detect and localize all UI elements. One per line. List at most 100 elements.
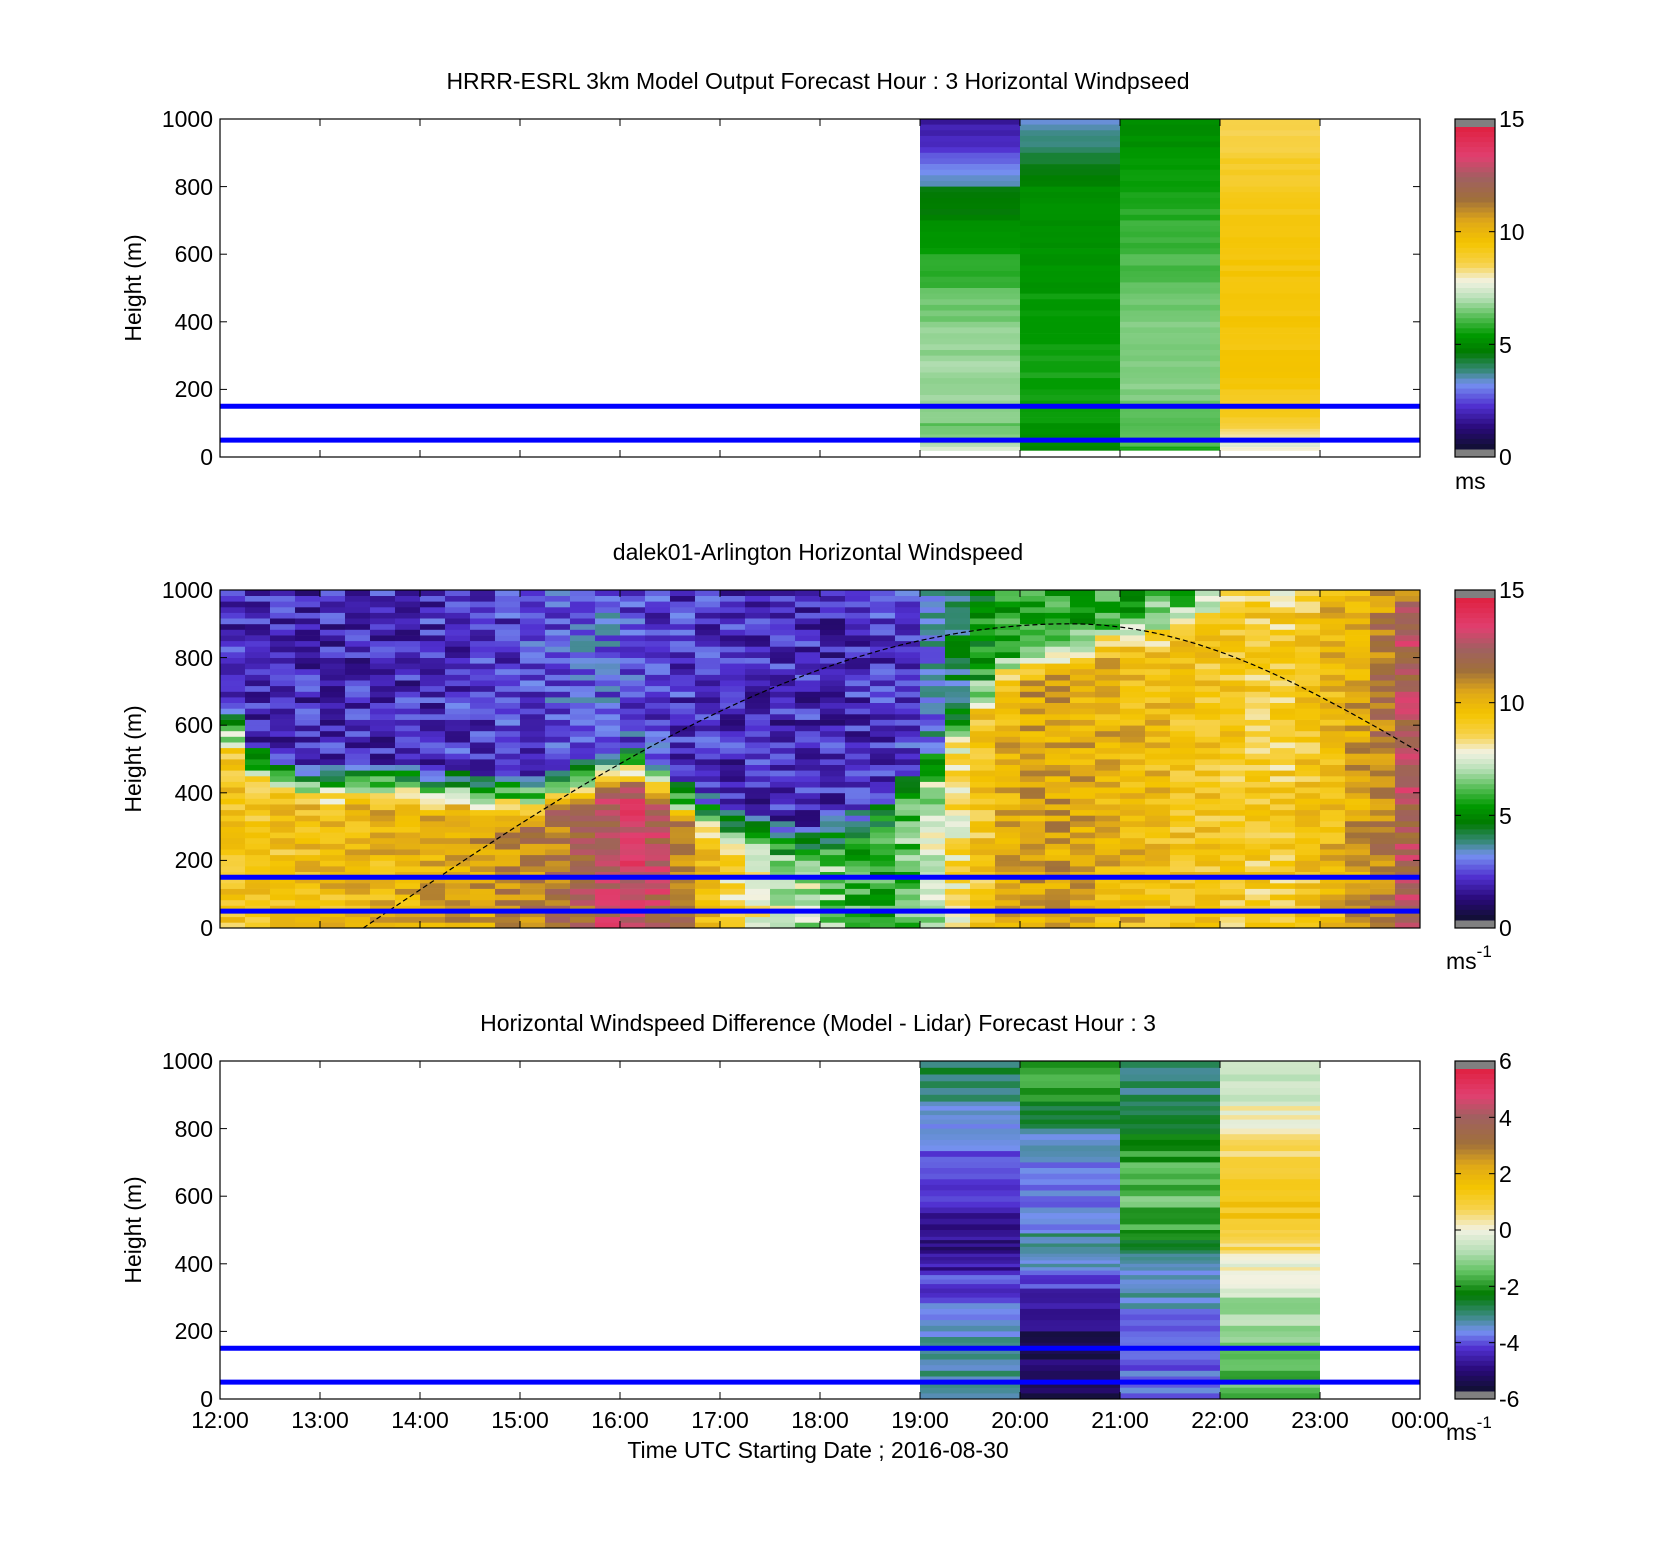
heatmap-cell [970, 747, 996, 754]
heatmap-cell [370, 894, 396, 901]
heatmap-cell [1220, 310, 1320, 317]
heatmap-cell [570, 871, 596, 878]
heatmap-cell [1020, 338, 1120, 345]
heatmap-cell [1120, 1284, 1220, 1289]
heatmap-cell [1220, 1088, 1320, 1096]
heatmap-cell [395, 787, 421, 794]
heatmap-cell [1020, 911, 1046, 918]
heatmap-cell [1270, 730, 1296, 737]
heatmap-cell [1020, 164, 1120, 171]
heatmap-cell [920, 781, 946, 788]
heatmap-cell [345, 702, 371, 709]
colorbar-swatch [1455, 217, 1495, 224]
heatmap-cell [1070, 601, 1096, 608]
heatmap-cell [1320, 804, 1346, 811]
heatmap-cell [620, 713, 646, 720]
panel-model-output-ylabel: Height (m) [120, 234, 146, 341]
colorbar-swatch [1455, 257, 1495, 264]
heatmap-cell [1145, 764, 1171, 771]
heatmap-cell [495, 894, 521, 901]
heatmap-cell [745, 821, 771, 827]
heatmap-cell [920, 713, 946, 720]
colorbar-swatch [1455, 1134, 1495, 1140]
heatmap-cell [1245, 815, 1271, 822]
heatmap-cell [895, 916, 921, 923]
heatmap-cell [1220, 316, 1320, 323]
heatmap-cell [620, 747, 646, 754]
heatmap-cell [895, 674, 921, 681]
heatmap-cell [1095, 612, 1121, 619]
heatmap-cell [1195, 882, 1221, 889]
heatmap-cell [370, 640, 396, 647]
heatmap-cell [1095, 882, 1121, 889]
heatmap-cell [1395, 606, 1421, 613]
heatmap-cell [470, 590, 496, 596]
y-tick-label: 200 [175, 1318, 213, 1344]
heatmap-cell [1220, 1314, 1320, 1321]
heatmap-cell [645, 708, 671, 715]
heatmap-cell [1020, 815, 1046, 822]
heatmap-cell [1045, 618, 1071, 625]
heatmap-cell [1220, 612, 1246, 619]
heatmap-cell [1270, 775, 1296, 782]
heatmap-cell [1120, 1233, 1220, 1238]
heatmap-cell [495, 877, 521, 884]
heatmap-cell [920, 164, 1020, 171]
heatmap-cell [370, 618, 396, 625]
heatmap-cell [670, 674, 696, 681]
heatmap-cell [920, 448, 1020, 449]
heatmap-cell [1220, 1284, 1320, 1289]
heatmap-cell [895, 747, 921, 754]
heatmap-cell [1245, 759, 1271, 765]
heatmap-cell [1195, 798, 1221, 805]
heatmap-cell [1020, 124, 1120, 131]
heatmap-cell [1320, 652, 1346, 658]
heatmap-cell [695, 821, 721, 827]
colorbar-swatch [1455, 137, 1495, 143]
heatmap-cell [1145, 697, 1171, 703]
heatmap-cell [920, 623, 946, 630]
heatmap-cell [420, 804, 446, 811]
heatmap-cell [1095, 730, 1121, 737]
heatmap-cell [970, 922, 996, 929]
heatmap-cell [845, 674, 871, 681]
heatmap-cell [1295, 702, 1321, 709]
heatmap-cell [970, 730, 996, 737]
colorbar-swatch [1455, 1149, 1495, 1155]
heatmap-cell [570, 792, 596, 799]
heatmap-cell [1370, 792, 1396, 799]
heatmap-cell [845, 792, 871, 799]
heatmap-cell [1370, 821, 1396, 827]
heatmap-cell [1295, 922, 1321, 929]
heatmap-cell [245, 922, 271, 929]
heatmap-cell [770, 736, 796, 743]
heatmap-cell [645, 821, 671, 827]
heatmap-cell [795, 736, 821, 743]
heatmap-cell [470, 792, 496, 799]
heatmap-cell [820, 911, 846, 918]
heatmap-cell [1220, 259, 1320, 266]
heatmap-cell [370, 882, 396, 889]
heatmap-cell [520, 697, 546, 703]
heatmap-cell [295, 832, 321, 839]
heatmap-cell [870, 663, 896, 670]
heatmap-cell [1345, 888, 1371, 895]
heatmap-cell [295, 708, 321, 715]
heatmap-cell [1020, 203, 1120, 210]
heatmap-cell [745, 882, 771, 889]
heatmap-cell [1220, 590, 1246, 596]
heatmap-cell [1045, 601, 1071, 608]
heatmap-cell [245, 821, 271, 827]
heatmap-cell [1120, 214, 1220, 221]
colorbar-swatch [1455, 1144, 1495, 1150]
heatmap-cell [645, 590, 671, 596]
heatmap-cell [370, 697, 396, 703]
heatmap-cell [895, 635, 921, 642]
heatmap-cell [1345, 623, 1371, 630]
heatmap-cell [1120, 674, 1146, 681]
heatmap-cell [745, 899, 771, 906]
heatmap-cell [1295, 708, 1321, 715]
heatmap-cell [720, 770, 746, 777]
heatmap-cell [1120, 787, 1146, 794]
heatmap-cell [920, 1348, 1020, 1355]
